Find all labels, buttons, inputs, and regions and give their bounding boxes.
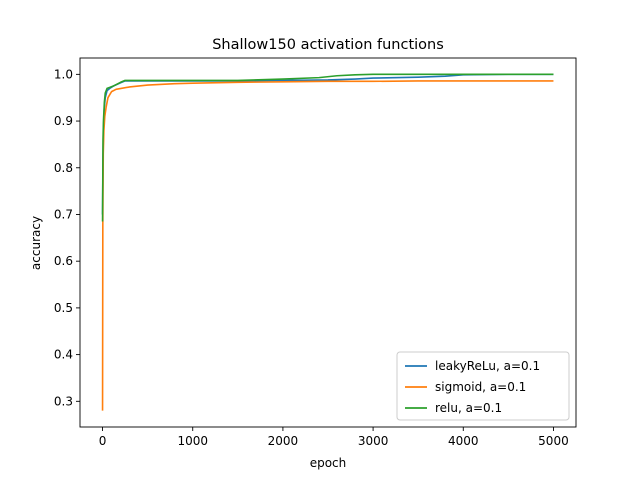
series-line-3 [101, 73, 554, 222]
x-tick-label: 3000 [358, 434, 389, 448]
legend-label-3: relu, a=0.1 [435, 401, 502, 415]
y-tick-label: 0.6 [54, 254, 73, 268]
x-tick-label: 2000 [268, 434, 299, 448]
axes-layer: 0 1000 2000 3000 4000 5000 0.3 0.4 0.5 0.6 0.7 0.8 0… [54, 57, 577, 448]
series-layer [101, 73, 554, 411]
y-tick-label: 0.4 [54, 348, 73, 362]
legend-label-1: leakyReLu, a=0.1 [435, 359, 540, 373]
x-tick-label: 4000 [448, 434, 479, 448]
x-tick-label: 1000 [177, 434, 208, 448]
y-tick-label: 0.7 [54, 207, 73, 221]
x-tick-label: 5000 [538, 434, 569, 448]
x-tick-label: 0 [99, 434, 107, 448]
y-tick-label: 0.5 [54, 301, 73, 315]
y-axis-title: accuracy [29, 216, 43, 270]
y-tick-label: 0.8 [54, 161, 73, 175]
legend: leakyReLu, a=0.1 sigmoid, a=0.1 relu, a=0.… [396, 351, 570, 421]
series-line-2 [101, 80, 554, 411]
chart-title: Shallow150 activation functions [212, 37, 444, 53]
y-tick-label: 0.3 [54, 394, 73, 408]
y-tick-label: 0.9 [54, 114, 73, 128]
y-tick-label: 1.0 [54, 67, 73, 81]
legend-label-2: sigmoid, a=0.1 [435, 380, 526, 394]
x-axis-title: epoch [310, 456, 347, 470]
plot-frame [79, 57, 577, 428]
legend-box [396, 351, 570, 421]
